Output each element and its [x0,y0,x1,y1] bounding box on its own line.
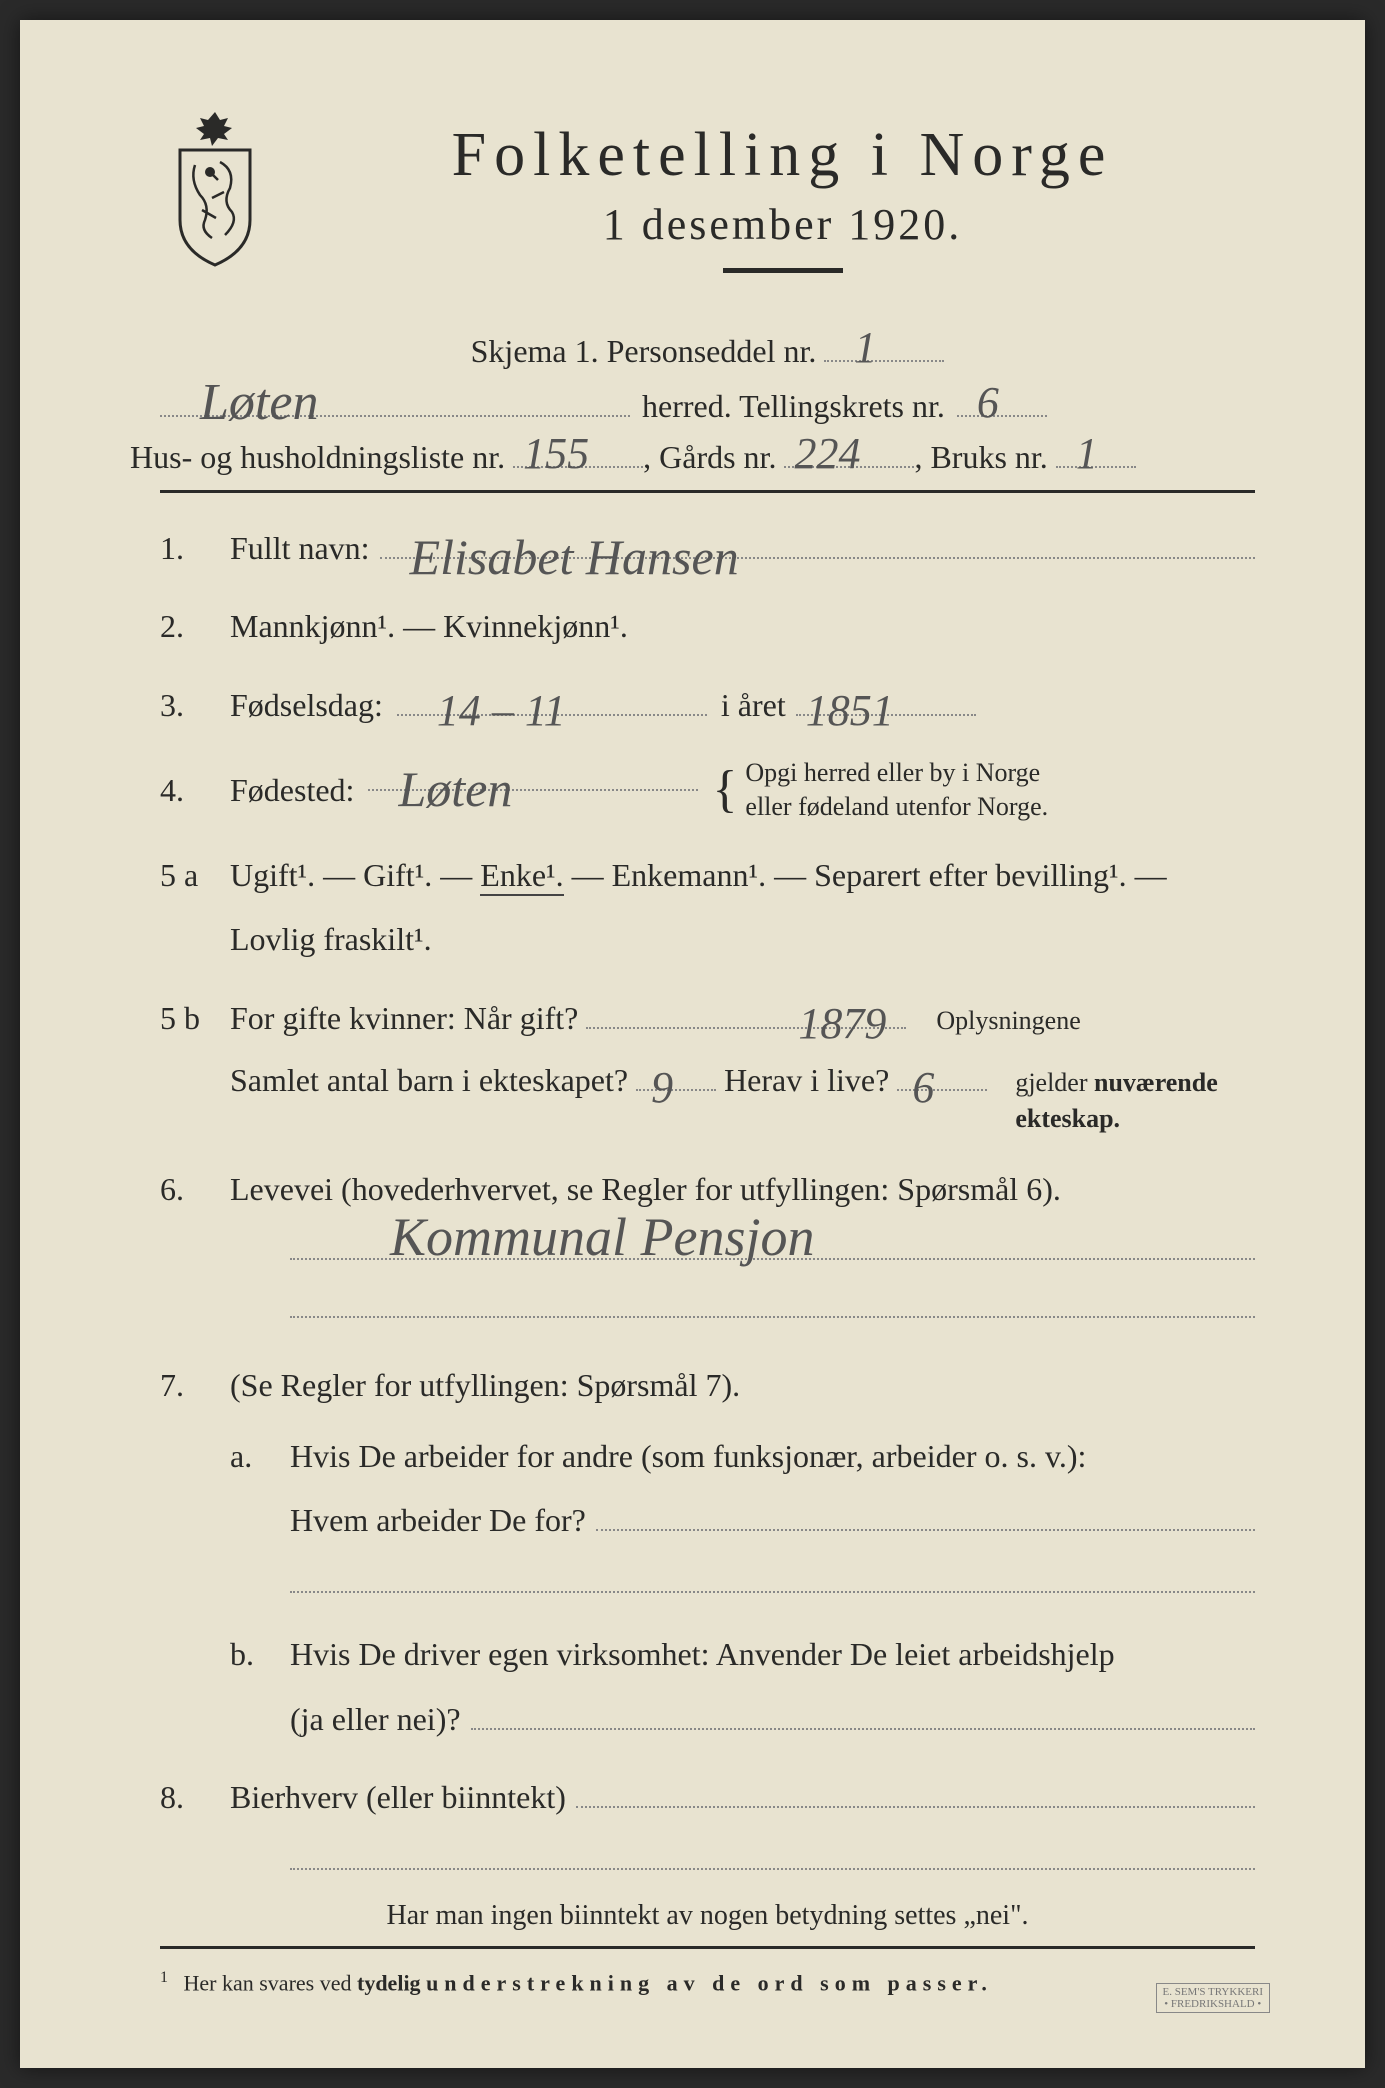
footer-note: Har man ingen biinntekt av nogen betydni… [160,1900,1255,1932]
footnote-num: 1 [160,1969,168,1986]
q6-num: 6. [160,1162,230,1216]
herred-value: Løten [200,373,318,432]
q7b-label: b. [230,1627,290,1681]
footnote: 1 Her kan svares ved tydelig understrekn… [160,1969,1255,1996]
q1-value: Elisabet Hansen [410,515,739,600]
q3-label: Fødselsdag: [230,678,383,732]
q7b-text1: Hvis De driver egen virksomhet: Anvender… [290,1627,1115,1681]
q2-text: Mannkjønn¹. — Kvinnekjønn¹. [230,599,628,653]
husliste-label1: Hus- og husholdningsliste nr. [130,439,505,476]
q6-blank-line [290,1282,1255,1318]
q5b-value1: 1879 [798,987,886,1062]
q2-num: 2. [160,599,230,653]
printer-mark: E. SEM'S TRYKKERI • FREDRIKSHALD • [1156,1983,1271,2013]
q8-num: 8. [160,1770,230,1824]
krets-value: 6 [977,377,999,428]
q7a-label: a. [230,1429,290,1483]
husliste-value2: 224 [794,428,860,479]
q4-value: Løten [398,747,512,832]
main-title: Folketelling i Norge [310,120,1255,191]
q8-blank [290,1834,1255,1870]
husliste-label3: , Bruks nr. [914,439,1047,476]
q4-label: Fødested: [230,763,354,817]
q7a-row2: Hvem arbeider De for? [160,1493,1255,1547]
divider-1 [160,490,1255,493]
q3-mid: i året [721,678,786,732]
herred-label: herred. Tellingskrets nr. [642,388,945,425]
q6-value: Kommunal Pensjon [390,1206,815,1268]
q4-note2: eller fødeland utenfor Norge. [745,792,1048,821]
q7a-blank [290,1557,1255,1593]
q6-answer-line: Kommunal Pensjon [290,1224,1255,1260]
q7a-text1: Hvis De arbeider for andre (som funksjon… [290,1429,1086,1483]
q5a-enke: Enke¹. [480,857,563,896]
q5b-note-bottom: gjelder nuværendeekteskap. [1015,1065,1217,1138]
q5b-row2: Samlet antal barn i ekteskapet? 9 Herav … [160,1053,1255,1138]
q5a-text2: — Enkemann¹. — Separert efter bevilling¹… [564,857,1167,893]
q3-value2: 1851 [806,674,894,749]
header: Folketelling i Norge 1 desember 1920. [160,110,1255,303]
q5b-note-top: Oplysningene [936,1003,1080,1039]
header-text: Folketelling i Norge 1 desember 1920. [310,110,1255,303]
printer-line1: E. SEM'S TRYKKERI [1163,1986,1264,1998]
census-form-page: Folketelling i Norge 1 desember 1920. Sk… [20,20,1365,2068]
q1-label: Fullt navn: [230,521,370,575]
subtitle: 1 desember 1920. [310,199,1255,250]
q7-text: (Se Regler for utfyllingen: Spørsmål 7). [230,1358,740,1412]
husliste-line: Hus- og husholdningsliste nr. 155 , Gård… [130,439,1255,476]
q5a-text3: Lovlig fraskilt¹. [230,912,432,966]
q2-row: 2. Mannkjønn¹. — Kvinnekjønn¹. [160,599,1255,653]
q4-note1: Opgi herred eller by i Norge [745,758,1040,787]
q7b-row: b. Hvis De driver egen virksomhet: Anven… [160,1627,1255,1681]
skjema-label: Skjema 1. Personseddel nr. [471,333,817,369]
husliste-value1: 155 [523,428,589,479]
q4-note: Opgi herred eller by i Norge eller fødel… [745,756,1048,824]
title-rule [723,268,843,273]
q5a-row: 5 a Ugift¹. — Gift¹. — Enke¹. — Enkemann… [160,848,1255,902]
q8-label: Bierhverv (eller biinntekt) [230,1770,566,1824]
q3-value1: 14 – 11 [437,674,566,749]
q3-row: 3. Fødselsdag: 14 – 11 i året 1851 [160,678,1255,732]
q4-row: 4. Fødested: Løten { Opgi herred eller b… [160,756,1255,824]
q7b-row2: (ja eller nei)? [160,1692,1255,1746]
q8-row: 8. Bierhverv (eller biinntekt) [160,1770,1255,1824]
q5b-label1: For gifte kvinner: Når gift? [230,991,578,1045]
q5b-row: 5 b For gifte kvinner: Når gift? 1879 Op… [160,991,1255,1045]
divider-2 [160,1946,1255,1949]
q4-num: 4. [160,763,230,817]
q7b-text2: (ja eller nei)? [290,1692,461,1746]
q5b-num: 5 b [160,991,230,1045]
q1-num: 1. [160,521,230,575]
q5b-label2: Samlet antal barn i ekteskapet? [230,1053,628,1107]
herred-line: Løten herred. Tellingskrets nr. 6 [160,388,1255,425]
q5a-row2: Lovlig fraskilt¹. [160,912,1255,966]
q1-row: 1. Fullt navn: Elisabet Hansen [160,521,1255,575]
q5b-value2: 9 [651,1051,673,1126]
husliste-label2: , Gårds nr. [643,439,776,476]
q5a-text1: Ugift¹. — Gift¹. — [230,857,480,893]
q7a-text2: Hvem arbeider De for? [290,1493,586,1547]
q5b-value3: 6 [912,1051,934,1126]
skjema-line: Skjema 1. Personseddel nr. 1 [160,333,1255,370]
q3-num: 3. [160,678,230,732]
coat-of-arms-icon [160,110,270,270]
q7-num: 7. [160,1358,230,1412]
printer-line2: • FREDRIKSHALD • [1164,1998,1261,2010]
q7a-row: a. Hvis De arbeider for andre (som funks… [160,1429,1255,1483]
husliste-value3: 1 [1076,428,1098,479]
q7-row: 7. (Se Regler for utfyllingen: Spørsmål … [160,1358,1255,1412]
q5a-num: 5 a [160,848,230,902]
personseddel-value: 1 [854,322,876,373]
